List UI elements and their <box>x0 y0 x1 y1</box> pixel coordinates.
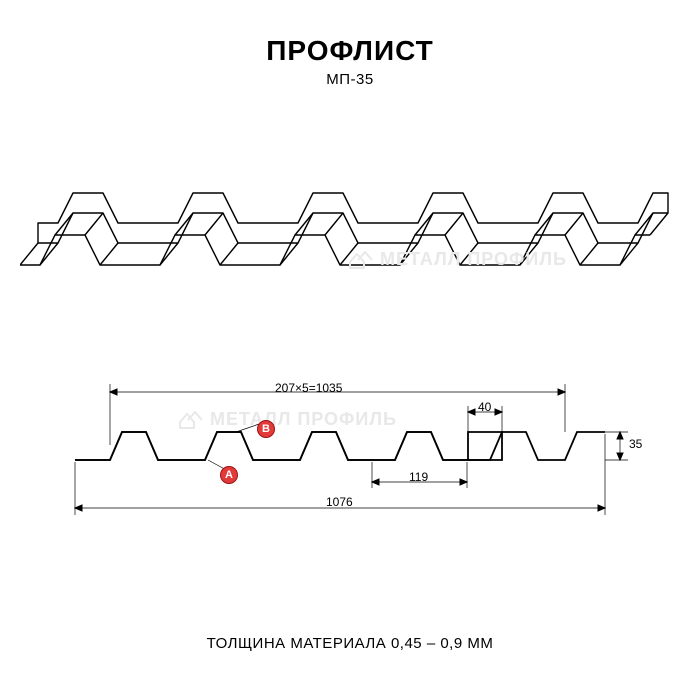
dim-pitch: 119 <box>409 470 428 484</box>
product-model: МП-35 <box>0 71 700 88</box>
house-icon <box>348 248 374 270</box>
marker-b: B <box>257 420 275 438</box>
material-thickness: ТОЛЩИНА МАТЕРИАЛА 0,45 – 0,9 ММ <box>0 635 700 652</box>
dim-height: 35 <box>629 437 642 451</box>
dim-top-width: 40 <box>478 400 491 414</box>
dim-overall: 1076 <box>326 495 353 509</box>
product-title: ПРОФЛИСТ <box>0 35 700 67</box>
header: ПРОФЛИСТ МП-35 <box>0 0 700 88</box>
watermark-logo: МЕТАЛЛ ПРОФИЛЬ <box>348 248 567 270</box>
profile-3d-drawing <box>20 155 680 295</box>
dim-width: 207×5=1035 <box>275 381 342 395</box>
watermark-text: МЕТАЛЛ ПРОФИЛЬ <box>380 249 567 270</box>
marker-a: A <box>220 466 238 484</box>
